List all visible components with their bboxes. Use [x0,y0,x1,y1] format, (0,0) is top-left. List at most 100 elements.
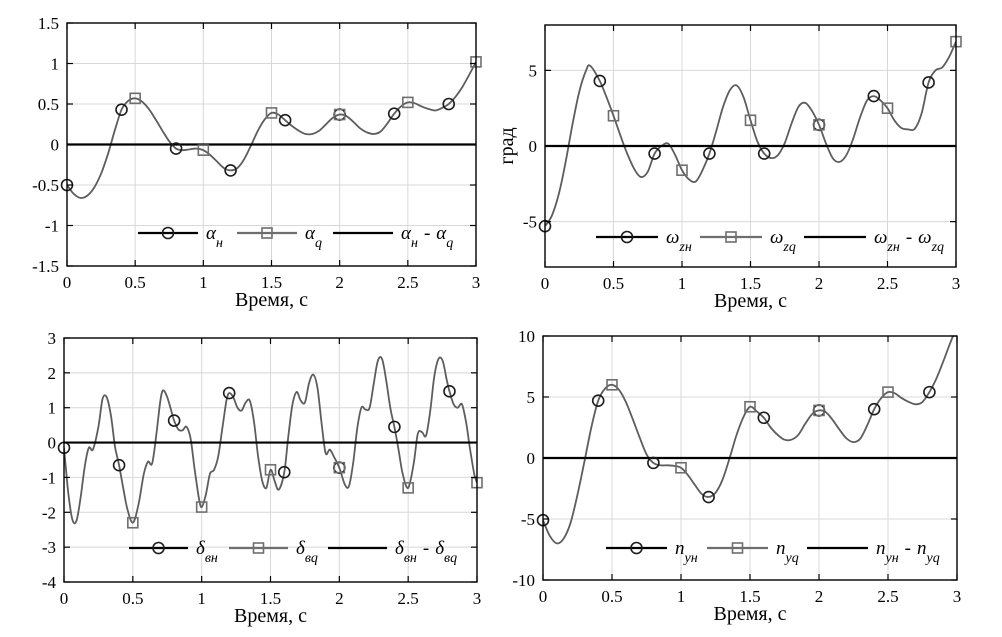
circle-marker [443,385,456,398]
y-tick-label: 0 [529,137,538,156]
legend-circle-marker [630,541,643,555]
legend-entry: αн [138,223,223,251]
square-marker [129,92,141,105]
circle-marker [167,414,181,427]
legend-label: δвн - δвq [395,538,457,566]
x-tick-label: 1 [199,273,208,292]
legend: αн αq αн - αq [138,223,453,251]
legend-square-marker [731,542,744,554]
x-tick-label: 1 [197,589,206,608]
x-tick-label: 2.5 [398,589,419,608]
legend-label: nуq [776,538,799,566]
x-tick-label: 3 [952,274,961,293]
x-axis-label: Время, с [714,290,787,312]
legend-label: αq [305,223,322,251]
square-marker [333,108,346,121]
y-tick-label: -2 [42,503,56,522]
square-marker [744,400,756,413]
response-curve [64,356,477,525]
y-tick-label: 1.5 [38,14,59,33]
legend-entry: ωzн [596,227,692,255]
legend-circle-marker [620,230,634,244]
circle-marker [115,103,128,116]
x-tick-label: 3 [473,589,482,608]
legend-entry: nун - nуq [807,538,940,566]
legend-label: δвq [296,538,318,566]
y-tick-label: -5 [523,213,537,232]
x-tick-label: 0 [539,587,548,606]
square-marker [744,114,757,127]
response-curve [545,41,956,227]
circle-marker [922,76,935,89]
x-axis-label: Время, с [235,289,308,311]
circle-marker [278,113,292,127]
x-tick-label: 3 [472,273,481,292]
legend-label: δвн [196,538,218,566]
circle-marker [388,420,401,434]
circle-marker [648,147,661,160]
square-marker [264,463,277,476]
legend-circle-marker [161,226,175,240]
axis-ticks [544,25,957,267]
y-tick-label: -10 [512,571,535,590]
circle-marker [277,465,291,479]
x-tick-label: 0 [60,589,69,608]
y-tick-label: -0.5 [32,176,59,195]
response-curve [67,61,476,199]
x-tick-label: 1.5 [740,274,761,293]
y-tick-label: -3 [42,538,56,557]
chart-omega-z: 0 0.5 1 1.5 2 2.5 3 -5 0 5 Время, с град ωzн ωzq ωzн - ω… [496,0,1002,320]
circle-marker [387,107,401,121]
x-tick-label: 2 [335,273,344,292]
y-tick-label: 5 [527,388,536,407]
y-tick-label: -1.5 [32,257,59,276]
legend-label: nун [675,538,698,566]
y-tick-label: -5 [521,510,535,529]
y-axis-label: град [501,127,518,164]
chart-n-y: 0 0.5 1 1.5 2 2.5 3 -10 -5 0 5 10 Время, с nун nуq nун -… [501,320,1002,637]
legend-entry: nун [606,538,698,566]
circle-marker [867,89,881,103]
legend-square-marker [252,542,265,554]
y-tick-label: 0.5 [38,95,59,114]
legend-square-marker [261,227,273,239]
legend-label: ωzq [770,227,796,255]
legend-entry: nуq [707,538,799,566]
square-marker [606,378,618,391]
x-tick-label: 1.5 [260,589,281,608]
square-marker [265,107,278,119]
circle-marker [757,411,771,425]
response-curve [543,336,955,545]
legend-entry: αн - αq [333,223,453,251]
y-tick-label: -1 [45,217,59,236]
axis-ticks [66,22,477,267]
x-tick-label: 0.5 [125,273,146,292]
legend-square-marker [725,231,737,243]
x-tick-label: 2 [815,587,824,606]
x-tick-label: 0 [541,274,550,293]
square-marker [197,144,210,156]
legend-entry: δвн [129,538,218,566]
x-tick-label: 0.5 [122,589,143,608]
y-tick-label: 2 [48,364,57,383]
circle-marker [867,402,881,416]
y-tick-label: 0 [48,434,57,453]
y-tick-label: 0 [51,136,60,155]
legend-label: ωzн [666,227,692,255]
x-tick-label: 2.5 [877,274,898,293]
y-tick-label: 3 [48,329,57,348]
circle-marker [224,164,237,177]
axis-ticks [542,335,958,581]
square-marker [675,461,687,474]
square-marker [333,461,346,474]
square-marker [813,404,825,417]
legend-entry: ωzн - ωzq [804,227,944,255]
circle-marker [757,147,771,160]
legend-entry: δвq [229,538,318,566]
y-tick-label: 5 [529,61,538,80]
circle-marker [593,74,607,88]
circle-marker [442,97,456,111]
